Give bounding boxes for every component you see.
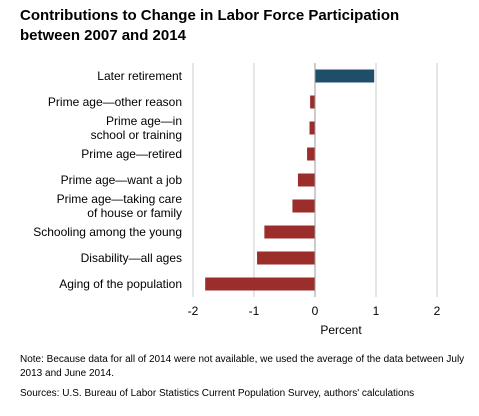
category-label-line: of house or family — [87, 206, 182, 220]
chart-note: Note: Because data for all of 2014 were … — [20, 354, 465, 379]
chart-title-line2: between 2007 and 2014 — [20, 27, 186, 44]
bar — [264, 225, 315, 239]
category-label-line: school or training — [91, 128, 182, 142]
category-label: Prime age—taking care of house or family — [57, 192, 183, 220]
category-label: Disability—all ages — [81, 251, 182, 265]
x-tick-label: -2 — [188, 304, 199, 318]
chart-sources: Sources: U.S. Bureau of Labor Statistics… — [20, 388, 415, 399]
category-label-line: Later retirement — [97, 69, 182, 83]
bar — [297, 173, 315, 187]
gridlines — [192, 63, 438, 297]
x-axis-title: Percent — [320, 323, 362, 337]
x-tick-labels: -2 -1 0 1 2 — [188, 304, 441, 318]
category-label: Later retirement — [97, 69, 182, 83]
category-label-line: Prime age—taking care — [57, 192, 183, 206]
category-label: Schooling among the young — [33, 225, 182, 239]
category-label: Aging of the population — [59, 277, 182, 291]
category-label: Prime age—in school or training — [91, 114, 182, 142]
bar — [292, 199, 315, 213]
chart-title: Contributions to Change in Labor Force P… — [20, 6, 470, 46]
bar-chart: Later retirement Prime age—other reason Pr… — [33, 63, 441, 337]
bar — [307, 147, 315, 161]
category-label-line: Schooling among the young — [33, 225, 182, 239]
x-tick-label: -1 — [249, 304, 260, 318]
bar — [309, 121, 315, 135]
x-tick-label: 0 — [312, 304, 319, 318]
category-label-line: Disability—all ages — [81, 251, 182, 265]
category-label: Prime age—other reason — [48, 95, 182, 109]
category-label-line: Prime age—in — [106, 114, 182, 128]
category-label-line: Aging of the population — [59, 277, 182, 291]
category-label-line: Prime age—want a job — [61, 173, 183, 187]
bar — [257, 251, 315, 265]
x-tick-label: 2 — [434, 304, 441, 318]
bar — [205, 277, 315, 291]
category-label-line: Prime age—retired — [81, 147, 182, 161]
bar — [310, 95, 315, 109]
chart-title-line1: Contributions to Change in Labor Force P… — [20, 7, 400, 24]
x-tick-label: 1 — [373, 304, 380, 318]
category-label: Prime age—retired — [81, 147, 182, 161]
bars — [205, 69, 375, 291]
bar — [315, 69, 375, 83]
category-label: Prime age—want a job — [61, 173, 183, 187]
category-label-line: Prime age—other reason — [48, 95, 182, 109]
category-labels: Later retirement Prime age—other reason Pr… — [33, 69, 182, 291]
